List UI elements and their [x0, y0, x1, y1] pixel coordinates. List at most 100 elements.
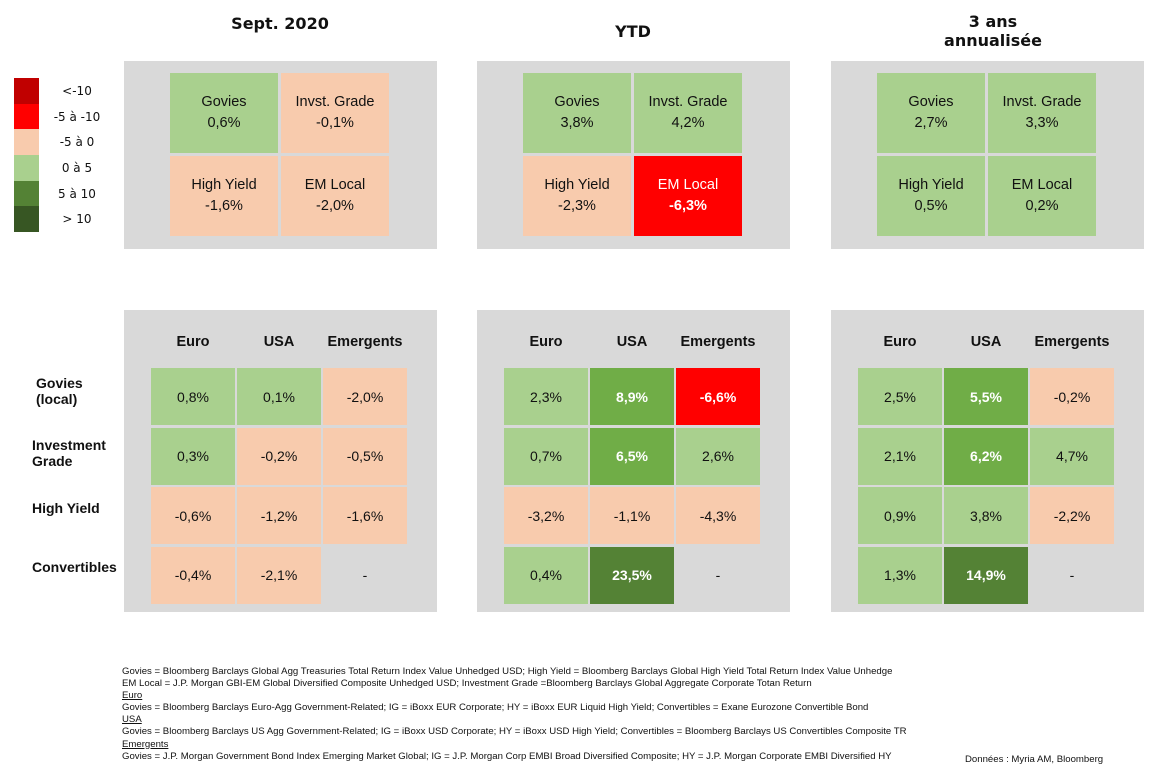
tile-name: High Yield: [544, 177, 610, 193]
summary-tile: Govies 3,8%: [523, 73, 631, 153]
tile-name: Govies: [908, 94, 954, 110]
heatmap-cell: 6,2%: [944, 427, 1028, 485]
tile-name: Invst. Grade: [648, 94, 728, 110]
heatmap-cell: -2,0%: [323, 368, 407, 425]
heatmap-cell: -0,2%: [1030, 368, 1114, 425]
column-header: Euro: [529, 334, 563, 350]
heatmap-cell: 2,1%: [858, 427, 942, 485]
column-header: USA: [263, 334, 295, 350]
row-label-line: Grade: [32, 453, 73, 469]
period-title-line: Sept. 2020: [231, 14, 329, 33]
heatmap-cell: -0,2%: [237, 427, 321, 485]
heatmap-cell: 0,4%: [504, 546, 588, 604]
column-header: USA: [970, 334, 1002, 350]
heatmap-cell: 0,9%: [858, 487, 942, 544]
tile-value: 4,2%: [671, 115, 705, 131]
color-legend: <-10 -5 à -10 -5 à 0 0 à 5 5 à 10 > 10: [14, 78, 107, 233]
period-title-3ans: 3 ans annualisée: [893, 12, 1093, 50]
period-title-line: YTD: [615, 22, 651, 41]
tile-value: 0,6%: [207, 115, 241, 131]
heatmap-cell: 3,8%: [944, 487, 1028, 544]
column-header: Euro: [883, 334, 917, 350]
legend-label: -5 à -10: [53, 109, 101, 124]
row-label-line: Govies: [36, 375, 83, 391]
tile-value: -2,0%: [316, 198, 354, 214]
tile-name: Govies: [554, 94, 600, 110]
summary-tile: Govies 2,7%: [877, 73, 985, 153]
heatmap-cell: 5,5%: [944, 368, 1028, 425]
summary-tile: Invst. Grade 3,3%: [988, 73, 1096, 153]
tile-name: Invst. Grade: [1002, 94, 1082, 110]
heatmap-cell: -1,1%: [590, 487, 674, 544]
tile-value: -0,1%: [316, 115, 354, 131]
heatmap-cell: -6,6%: [676, 368, 760, 425]
heatmap-cell: -2,1%: [237, 546, 321, 604]
footnote-heading-usa: USA: [122, 714, 142, 726]
period-title-line: 3 ans: [968, 12, 1018, 31]
heatmap-cell: 2,5%: [858, 368, 942, 425]
heatmap-cell: 0,7%: [504, 427, 588, 485]
column-header: Emergents: [1034, 334, 1110, 350]
summary-panel: Govies 3,8% Invst. Grade 4,2% High Yield -2,3…: [477, 61, 790, 249]
summary-panel: Govies 2,7% Invst. Grade 3,3% High Yield 0,5%…: [831, 61, 1144, 249]
legend-label: <-10: [62, 83, 92, 98]
footnote-line: Govies = Bloomberg Barclays Global Agg T…: [122, 666, 893, 677]
summary-tile: EM Local 0,2%: [988, 156, 1096, 236]
heatmap-cell: 0,3%: [151, 427, 235, 485]
heatmap-cell: -0,6%: [151, 487, 235, 544]
heatmap-cell: -3,2%: [504, 487, 588, 544]
heatmap-cell: 2,3%: [504, 368, 588, 425]
column-header: USA: [616, 334, 648, 350]
heatmap-cell: 1,3%: [858, 546, 942, 604]
tile-value: 3,3%: [1025, 115, 1059, 131]
heatmap-cell: -1,6%: [323, 487, 407, 544]
region-panel: Euro USA Emergents 0,8% 0,1% -2,0% 0,3% -0,2% -0…: [124, 310, 437, 612]
heatmap-cell: 14,9%: [944, 546, 1028, 604]
legend-item: 0 à 5: [14, 155, 107, 181]
heatmap-cell: -0,4%: [151, 546, 235, 604]
heatmap-cell: 6,5%: [590, 427, 674, 485]
region-panel: Euro USA Emergents 2,3% 8,9% -6,6% 0,7% 6,5% 2,6…: [477, 310, 790, 612]
heatmap-cell: -: [676, 546, 760, 604]
summary-tile: Govies 0,6%: [170, 73, 278, 153]
heatmap-cell: -1,2%: [237, 487, 321, 544]
legend-item: 5 à 10: [14, 180, 107, 207]
heatmap-cell: 8,9%: [590, 368, 674, 425]
legend-swatch: [14, 206, 39, 233]
legend-item: -5 à -10: [14, 103, 107, 130]
column-header: Emergents: [327, 334, 403, 350]
period-title-line: annualisée: [944, 31, 1042, 50]
legend-swatch: [14, 78, 39, 104]
row-label: Investment Grade: [32, 437, 142, 469]
heatmap-cell: -: [1030, 546, 1114, 604]
heatmap-cell: -: [323, 546, 407, 604]
row-label-line: Convertibles: [32, 559, 117, 575]
legend-label: -5 à 0: [59, 135, 95, 150]
summary-tile: High Yield -2,3%: [523, 156, 631, 236]
footnote-line: Govies = Bloomberg Barclays Euro-Agg Gov…: [122, 702, 869, 714]
summary-tile: High Yield 0,5%: [877, 156, 985, 236]
row-label-line: (local): [36, 391, 78, 407]
footnote-line: Govies = J.P. Morgan Government Bond Ind…: [122, 750, 892, 762]
legend-item: <-10: [14, 78, 107, 104]
summary-tile: Invst. Grade -0,1%: [281, 73, 389, 153]
period-title-ytd: YTD: [533, 22, 733, 41]
legend-item: -5 à 0: [14, 129, 107, 156]
legend-swatch: [14, 129, 39, 156]
tile-name: High Yield: [191, 177, 257, 193]
heatmap-cell: -4,3%: [676, 487, 760, 544]
footnote: Govies = Bloomberg Barclays Global Agg T…: [122, 666, 952, 763]
tile-value: 0,2%: [1025, 198, 1059, 214]
tile-value: -6,3%: [669, 198, 707, 214]
row-label-line: Investment: [32, 437, 106, 453]
source-note: Données : Myria AM, Bloomberg: [965, 754, 1104, 765]
legend-swatch: [14, 103, 39, 130]
heatmap-cell: -2,2%: [1030, 487, 1114, 544]
footnote-line: EM Local = J.P. Morgan GBI-EM Global Div…: [122, 678, 812, 690]
tile-name: EM Local: [657, 177, 719, 193]
row-label: Convertibles: [32, 559, 142, 575]
legend-swatch: [14, 180, 39, 207]
legend-item: > 10: [14, 206, 107, 233]
region-panel: Euro USA Emergents 2,5% 5,5% -0,2% 2,1% 6,2% 4,7…: [831, 310, 1144, 612]
tile-value: -1,6%: [205, 198, 243, 214]
